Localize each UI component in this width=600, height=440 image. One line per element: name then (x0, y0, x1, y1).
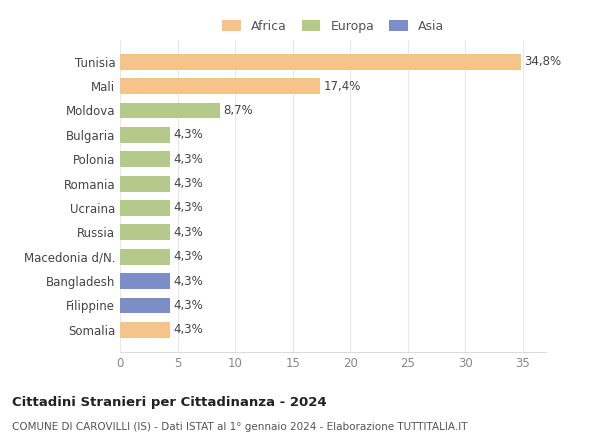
Text: 17,4%: 17,4% (324, 80, 361, 92)
Bar (120, 103, 220, 118)
Bar (120, 200, 170, 216)
Bar (120, 297, 170, 313)
Text: 4,3%: 4,3% (173, 250, 203, 263)
Text: 4,3%: 4,3% (173, 202, 203, 214)
Bar (120, 273, 170, 289)
Text: COMUNE DI CAROVILLI (IS) - Dati ISTAT al 1° gennaio 2024 - Elaborazione TUTTITAL: COMUNE DI CAROVILLI (IS) - Dati ISTAT al… (12, 422, 467, 433)
Text: 8,7%: 8,7% (224, 104, 253, 117)
Text: 4,3%: 4,3% (173, 275, 203, 288)
Legend: Africa, Europa, Asia: Africa, Europa, Asia (217, 15, 449, 37)
Bar (120, 54, 521, 70)
Text: 4,3%: 4,3% (173, 177, 203, 190)
Bar (120, 224, 170, 240)
Text: 34,8%: 34,8% (524, 55, 561, 68)
Bar (120, 78, 320, 94)
Bar (120, 151, 170, 167)
Text: 4,3%: 4,3% (173, 299, 203, 312)
Text: 4,3%: 4,3% (173, 128, 203, 141)
Text: 4,3%: 4,3% (173, 323, 203, 336)
Text: 4,3%: 4,3% (173, 226, 203, 239)
Text: Cittadini Stranieri per Cittadinanza - 2024: Cittadini Stranieri per Cittadinanza - 2… (12, 396, 326, 409)
Bar (120, 322, 170, 338)
Text: 4,3%: 4,3% (173, 153, 203, 166)
Bar (120, 127, 170, 143)
Bar (120, 249, 170, 265)
Bar (120, 176, 170, 191)
